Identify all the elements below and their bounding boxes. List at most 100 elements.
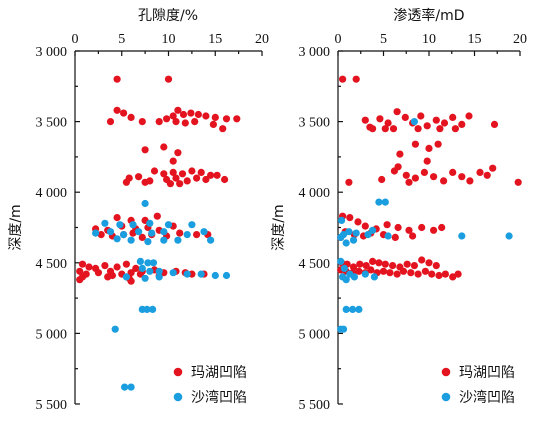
- permeability-point-mahu: [458, 120, 466, 128]
- permeability-point-mahu: [393, 108, 401, 116]
- permeability-point-shawan: [339, 231, 348, 239]
- permeability-point-shawan: [342, 239, 350, 247]
- permeability-point-mahu: [418, 223, 426, 232]
- permeability-point-mahu: [417, 112, 425, 120]
- porosity-point-shawan: [116, 221, 124, 229]
- permeability-point-shawan: [505, 232, 513, 240]
- porosity-point-shawan: [160, 228, 168, 236]
- porosity-point-mahu: [113, 263, 121, 271]
- porosity-point-mahu: [129, 229, 137, 237]
- permeability-point-mahu: [378, 175, 386, 184]
- permeability-point-mahu: [405, 178, 413, 186]
- porosity-point-mahu: [104, 273, 112, 281]
- permeability-point-mahu: [451, 125, 459, 133]
- porosity-point-mahu: [160, 170, 168, 178]
- porosity-point-shawan: [174, 236, 182, 244]
- porosity-point-mahu: [132, 264, 140, 272]
- permeability-point-mahu: [490, 120, 499, 128]
- porosity-point-shawan: [135, 228, 143, 236]
- porosity-legend-marker-mahu: [173, 367, 183, 377]
- permeability-point-mahu: [465, 112, 473, 120]
- permeability-point-shawan: [340, 264, 348, 272]
- permeability-point-mahu: [441, 270, 449, 278]
- porosity-point-mahu: [166, 180, 174, 188]
- permeability-point-mahu: [396, 150, 404, 158]
- porosity-point-mahu: [179, 110, 188, 119]
- permeability-point-mahu: [514, 178, 522, 186]
- permeability-point-mahu: [483, 171, 491, 179]
- porosity-point-mahu: [106, 118, 115, 126]
- permeability-point-shawan: [352, 229, 360, 237]
- porosity-point-shawan: [169, 269, 177, 277]
- porosity-point-shawan: [149, 259, 158, 267]
- porosity-point-mahu: [233, 115, 241, 123]
- permeability-point-mahu: [438, 223, 446, 232]
- porosity-point-mahu: [221, 175, 229, 184]
- porosity-point-mahu: [193, 231, 201, 239]
- permeability-points: [337, 75, 522, 333]
- permeability-point-mahu: [435, 271, 443, 280]
- permeability-point-mahu: [399, 267, 408, 275]
- permeability-point-mahu: [423, 157, 431, 165]
- porosity-point-shawan: [122, 273, 130, 281]
- porosity-point-shawan: [144, 238, 152, 246]
- porosity-point-shawan: [155, 267, 163, 275]
- permeability-point-shawan: [342, 305, 350, 313]
- porosity-point-shawan: [144, 259, 152, 267]
- porosity-point-mahu: [101, 262, 109, 270]
- porosity-point-mahu: [94, 269, 102, 277]
- porosity-point-mahu: [222, 115, 231, 123]
- porosity-point-mahu: [153, 212, 161, 220]
- permeability-point-mahu: [362, 262, 370, 270]
- porosity-point-mahu: [136, 270, 144, 278]
- permeability-point-mahu: [386, 269, 394, 277]
- porosity-point-mahu: [127, 269, 135, 277]
- permeability-point-mahu: [454, 270, 462, 278]
- permeability-x-tick-label: 10: [422, 32, 436, 47]
- permeability-point-mahu: [420, 168, 428, 176]
- porosity-point-mahu: [191, 118, 199, 126]
- porosity-y-tick-label: 4 500: [36, 257, 68, 272]
- porosity-point-shawan: [188, 221, 196, 229]
- porosity-point-mahu: [169, 157, 177, 165]
- porosity-point-mahu: [163, 115, 171, 123]
- porosity-point-mahu: [127, 277, 135, 285]
- permeability-point-mahu: [432, 262, 440, 270]
- permeability-point-mahu: [401, 113, 409, 121]
- porosity-point-shawan: [111, 325, 119, 333]
- porosity-point-shawan: [121, 383, 129, 391]
- porosity-x-tick-label: 20: [255, 32, 269, 47]
- permeability-point-shawan: [381, 198, 389, 206]
- porosity-point-mahu: [197, 168, 205, 176]
- porosity-point-shawan: [222, 271, 231, 280]
- porosity-point-mahu: [202, 112, 210, 120]
- permeability-y-tick-label: 5 000: [299, 327, 331, 342]
- porosity-point-shawan: [160, 236, 168, 244]
- permeability-point-mahu: [349, 263, 358, 271]
- porosity-y-tick-label: 4 000: [36, 186, 68, 201]
- porosity-point-mahu: [141, 146, 149, 154]
- permeability-point-shawan: [375, 198, 383, 206]
- porosity-point-mahu: [181, 119, 189, 127]
- porosity-point-mahu: [76, 276, 84, 284]
- permeability-point-mahu: [367, 266, 375, 274]
- permeability-point-mahu: [407, 269, 415, 277]
- permeability-point-mahu: [391, 233, 399, 241]
- permeability-x-tick-label: 5: [380, 32, 387, 47]
- porosity-y-tick-label: 5 000: [36, 327, 68, 342]
- porosity-point-shawan: [183, 231, 191, 239]
- permeability-legend-label-shawan: 沙湾凹陷: [459, 389, 515, 406]
- permeability-point-mahu: [430, 226, 438, 234]
- permeability-point-mahu: [458, 173, 466, 181]
- permeability-point-mahu: [430, 173, 438, 181]
- porosity-point-mahu: [187, 109, 195, 117]
- porosity-point-shawan: [106, 228, 115, 236]
- porosity-point-mahu: [150, 167, 159, 175]
- permeability-point-mahu: [414, 125, 422, 133]
- porosity-point-mahu: [174, 106, 182, 114]
- porosity-point-shawan: [155, 273, 163, 281]
- porosity-point-mahu: [202, 175, 210, 184]
- permeability-point-mahu: [425, 259, 433, 267]
- permeability-point-mahu: [361, 116, 369, 124]
- porosity-point-mahu: [120, 109, 128, 117]
